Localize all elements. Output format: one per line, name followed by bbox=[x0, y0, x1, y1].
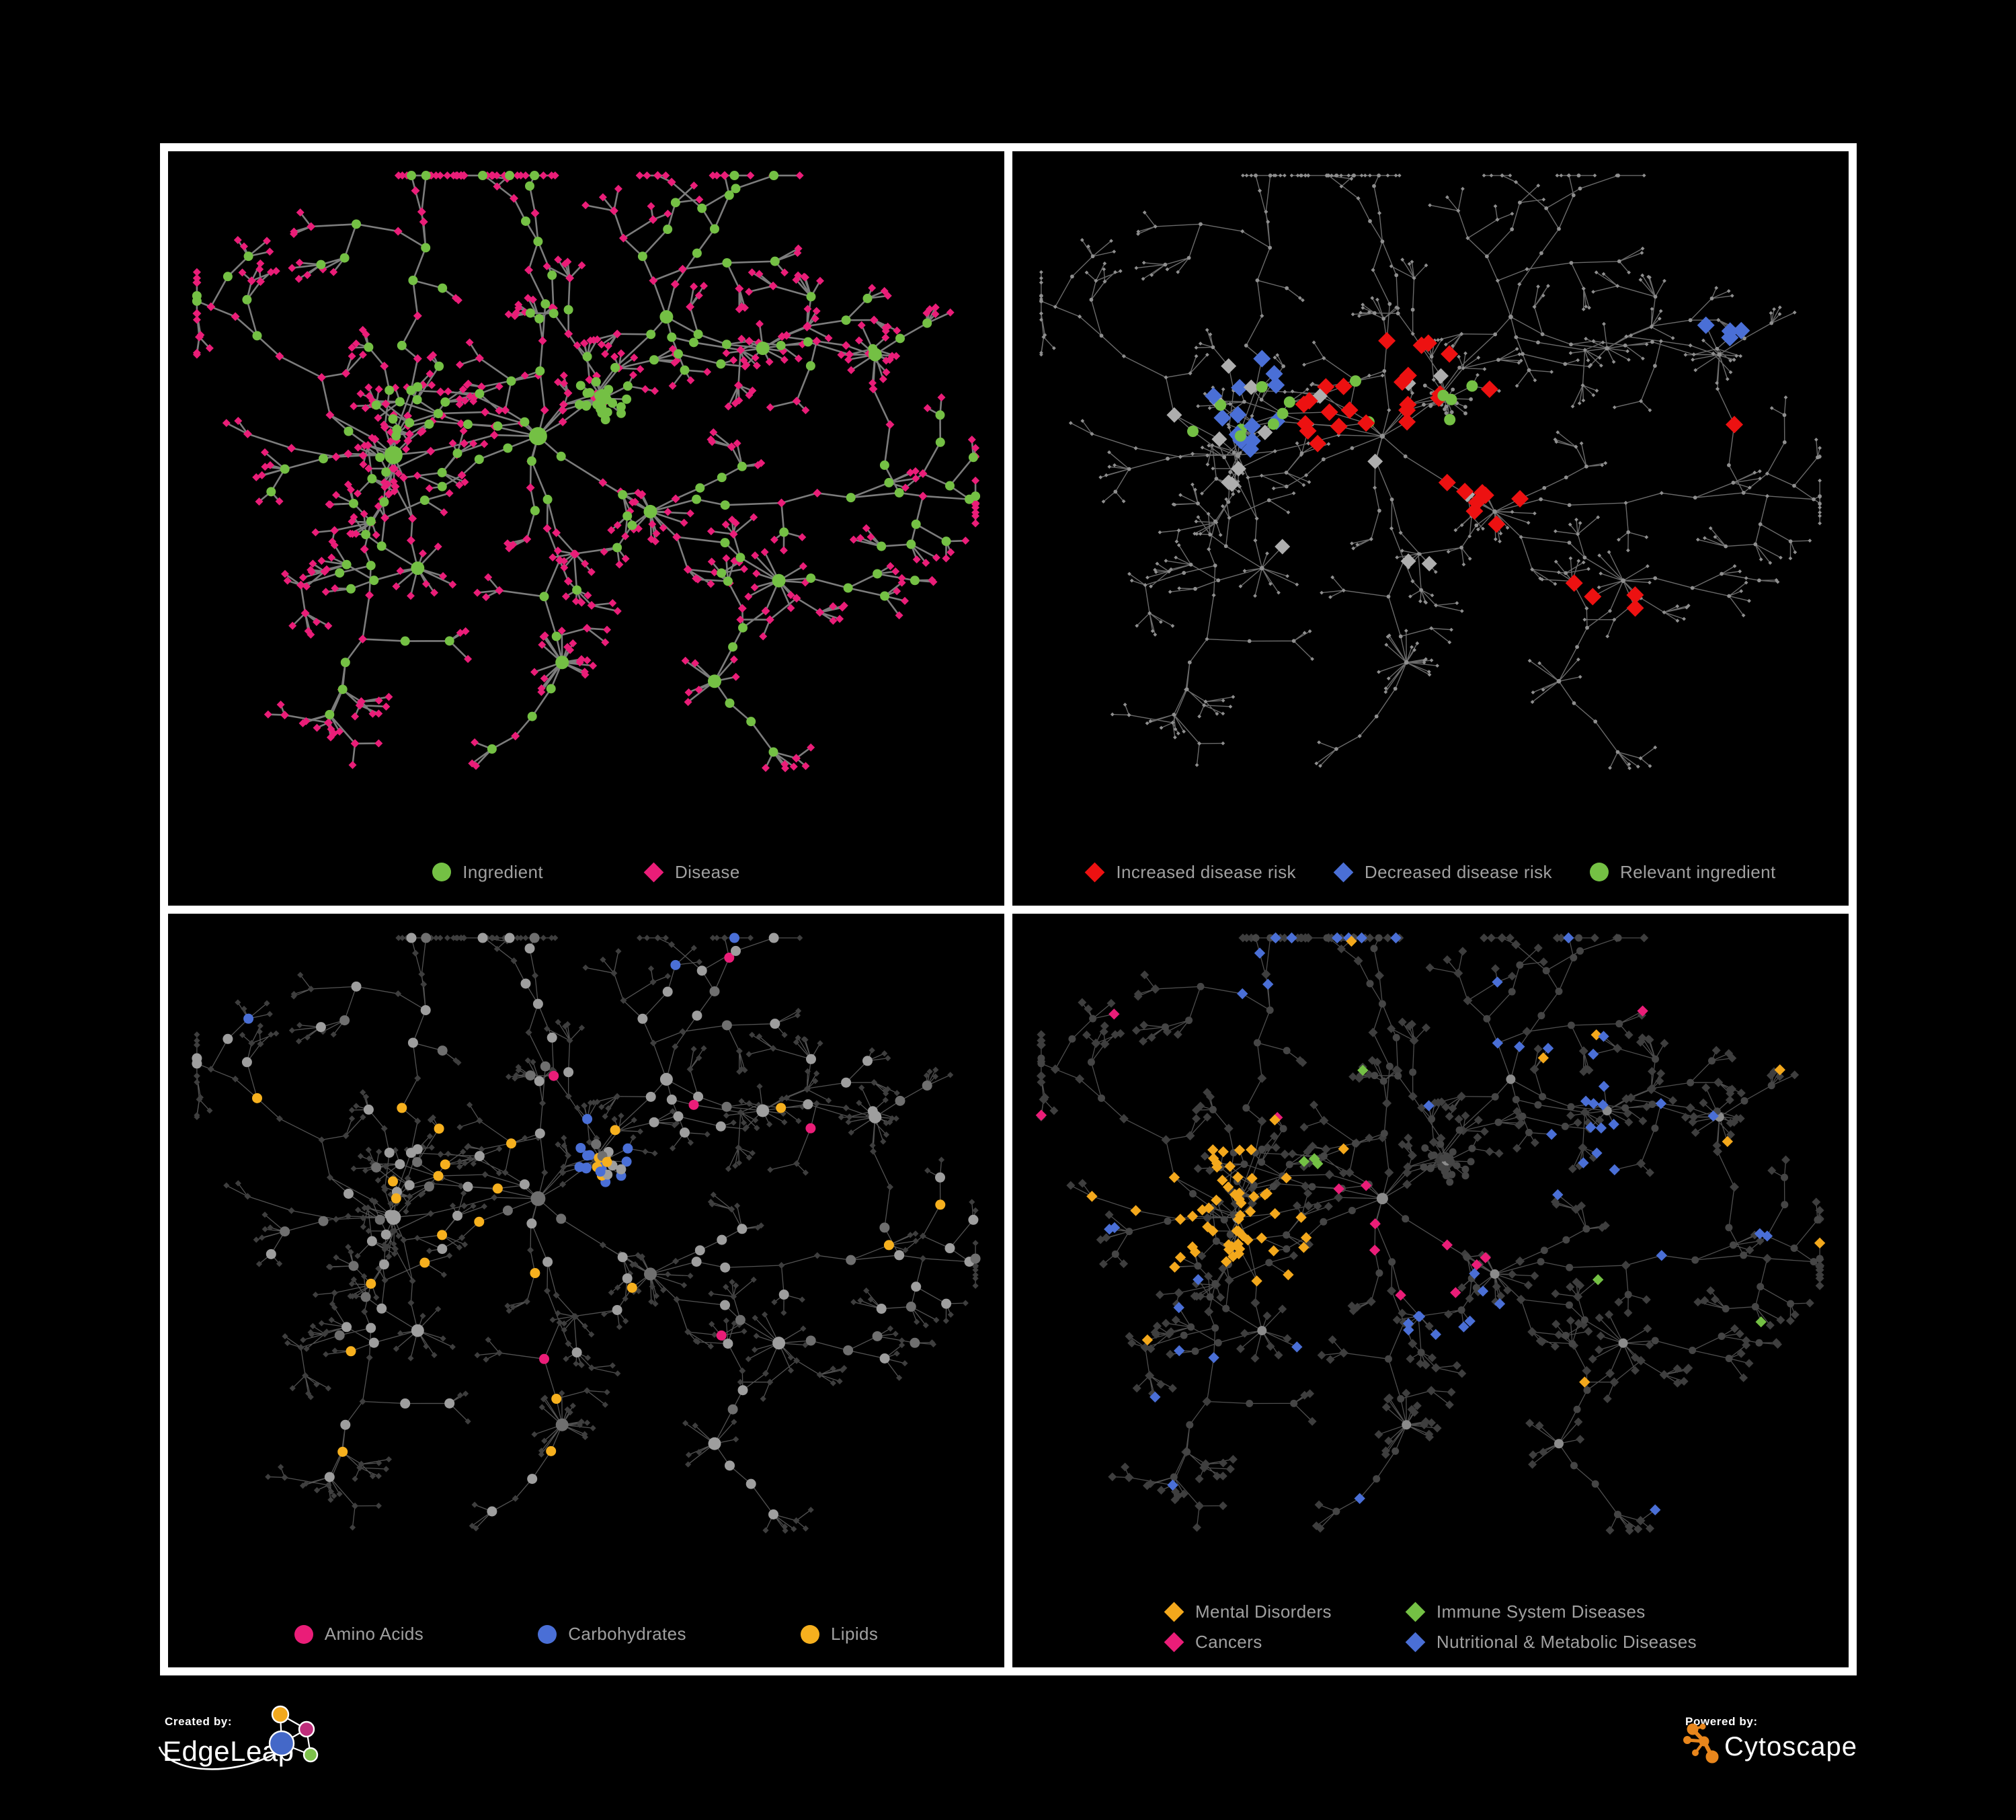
network-graph bbox=[192, 933, 981, 1534]
legend-swatch-diamond-icon bbox=[1164, 1632, 1184, 1653]
legend-swatch-circle-icon bbox=[800, 1624, 819, 1644]
cytoscape-credit: Powered by: Cytoscape bbox=[1677, 1704, 1879, 1798]
edgeleap-swoosh-icon bbox=[158, 1746, 276, 1770]
legend-ingredient-disease: Ingredient Disease bbox=[168, 862, 1004, 883]
network-graph-ingredient-classes bbox=[168, 914, 1004, 1668]
legend-label: Disease bbox=[674, 861, 740, 882]
legend-label: Amino Acids bbox=[324, 1624, 424, 1644]
panel-grid: Ingredient Disease Increased disease risk… bbox=[160, 143, 1857, 1675]
panel-ingredient-disease: Ingredient Disease bbox=[168, 151, 1004, 906]
legend-label: Mental Disorders bbox=[1195, 1601, 1332, 1622]
created-by-label: Created by: bbox=[165, 1715, 232, 1728]
network-graph-disease-classes bbox=[1012, 914, 1849, 1668]
cytoscape-wordmark: Cytoscape bbox=[1724, 1732, 1857, 1762]
legend-swatch-diamond-icon bbox=[1405, 1601, 1426, 1622]
legend-item-lipids: Lipids bbox=[800, 1624, 879, 1645]
legend-swatch-diamond-icon bbox=[1405, 1632, 1426, 1653]
legend-swatch-circle-icon bbox=[1589, 863, 1609, 881]
legend-disease-classes: Mental Disorders Immune System Diseases Ca… bbox=[1012, 1601, 1849, 1653]
edgeleap-credit: Created by: EdgeLeap bbox=[155, 1704, 356, 1798]
legend-item-mental-disorders: Mental Disorders bbox=[1164, 1601, 1332, 1622]
panel-disease-risk: Increased disease risk Decreased disease … bbox=[1012, 151, 1849, 906]
legend-item-amino-acids: Amino Acids bbox=[294, 1624, 424, 1645]
legend-ingredient-classes: Amino Acids Carbohydrates Lipids bbox=[168, 1624, 1004, 1645]
legend-label: Lipids bbox=[830, 1624, 879, 1644]
legend-item-decreased-disease-risk: Decreased disease risk bbox=[1333, 861, 1552, 883]
legend-label: Carbohydrates bbox=[568, 1624, 686, 1644]
panel-disease-classes: Mental Disorders Immune System Diseases Ca… bbox=[1012, 913, 1849, 1668]
network-graph bbox=[192, 171, 981, 773]
edgeleap-logo: Created by: EdgeLeap bbox=[158, 1705, 319, 1770]
legend-label: Immune System Diseases bbox=[1436, 1601, 1646, 1622]
network-graph bbox=[1035, 932, 1826, 1535]
legend-swatch-diamond-icon bbox=[643, 862, 664, 882]
network-graph-disease-risk bbox=[1012, 151, 1849, 906]
legend-swatch-circle-icon bbox=[432, 863, 452, 881]
legend-label: Ingredient bbox=[462, 861, 543, 882]
edgeleap-network-icon bbox=[268, 1705, 319, 1763]
panel-ingredient-classes: Amino Acids Carbohydrates Lipids bbox=[168, 913, 1004, 1668]
legend-item-increased-disease-risk: Increased disease risk bbox=[1085, 862, 1295, 883]
legend-swatch-diamond-icon bbox=[1333, 862, 1354, 882]
legend-swatch-diamond-icon bbox=[1164, 1601, 1184, 1622]
legend-item-carbohydrates: Carbohydrates bbox=[538, 1624, 686, 1645]
legend-item-ingredient: Ingredient bbox=[432, 862, 543, 883]
network-graph-ingredient-disease bbox=[168, 151, 1004, 906]
legend-item-immune-system-diseases: Immune System Diseases bbox=[1405, 1601, 1697, 1622]
legend-label: Increased disease risk bbox=[1116, 861, 1296, 882]
legend-swatch-circle-icon bbox=[294, 1624, 313, 1644]
legend-label: Decreased disease risk bbox=[1364, 861, 1552, 882]
legend-swatch-circle-icon bbox=[538, 1624, 557, 1644]
legend-label: Cancers bbox=[1195, 1632, 1262, 1652]
legend-label: Nutritional & Metabolic Diseases bbox=[1436, 1632, 1697, 1652]
legend-disease-risk: Increased disease risk Decreased disease … bbox=[1012, 862, 1849, 883]
network-graph bbox=[1039, 173, 1822, 770]
legend-item-nutritional-metabolic-diseases: Nutritional & Metabolic Diseases bbox=[1405, 1632, 1697, 1653]
legend-item-disease: Disease bbox=[643, 861, 740, 883]
legend-item-relevant-ingredient: Relevant ingredient bbox=[1589, 861, 1776, 883]
legend-label: Relevant ingredient bbox=[1619, 861, 1776, 882]
cytoscape-logo: Powered by: Cytoscape bbox=[1683, 1715, 1857, 1764]
legend-swatch-diamond-icon bbox=[1085, 862, 1105, 882]
cytoscape-network-icon bbox=[1683, 1723, 1719, 1764]
legend-item-cancers: Cancers bbox=[1164, 1632, 1332, 1653]
